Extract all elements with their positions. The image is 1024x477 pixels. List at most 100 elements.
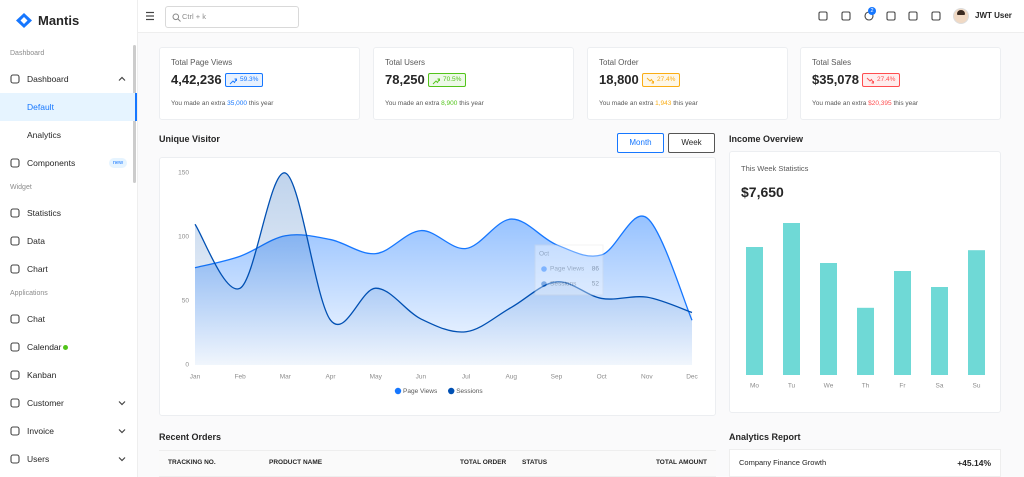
nav-item[interactable]: Kanban (0, 361, 137, 389)
trend-icon (646, 77, 654, 84)
logo (16, 13, 32, 28)
header-icon-shape (908, 11, 918, 21)
nav-icon-shape (10, 454, 20, 464)
nav-icon (10, 426, 20, 436)
income-subtitle: This Week Statistics (741, 164, 809, 173)
stat-note: You made an extra 35,000 this year (171, 100, 273, 107)
chevron-shape (118, 76, 126, 81)
nav-icon-shape (10, 236, 20, 246)
stat-note: You made an extra $20,395 this year (812, 100, 918, 107)
nav-label: Components (27, 158, 76, 168)
nav-item[interactable]: Data (0, 227, 137, 255)
trend-arrow (866, 77, 874, 84)
nav-item[interactable]: Customer (0, 389, 137, 417)
note-value: 35,000 (227, 100, 248, 107)
stat-value: 78,250 (385, 72, 425, 87)
stat-note: You made an extra 1,943 this year (599, 100, 698, 107)
trend-arrow (646, 77, 654, 84)
stat-card: Total Page Views 4,42,236 59.3% You made an… (159, 47, 360, 120)
logo-inner (20, 17, 28, 24)
note-prefix: You made an extra (599, 100, 654, 107)
stat-title: Total Page Views (171, 58, 233, 67)
stat-change: 59.3% (240, 76, 259, 83)
header-icon[interactable] (886, 11, 896, 21)
nav-label: Chart (27, 264, 48, 274)
column-header: TRACKING NO. (168, 459, 216, 466)
nav-icon-shape (10, 370, 20, 380)
nav-label: Kanban (27, 370, 57, 380)
stat-value: $35,078 (812, 72, 859, 87)
income-card: This Week Statistics $7,650 (729, 151, 1001, 413)
visitor-card (159, 157, 716, 416)
search-lens (172, 13, 180, 21)
column-header: TOTAL AMOUNT (655, 459, 707, 466)
note-suffix: this year (893, 100, 919, 107)
nav-group-label: Applications (10, 290, 48, 297)
nav-item[interactable]: Users (0, 445, 137, 473)
nav-item[interactable]: Statistics (0, 199, 137, 227)
toggle-button[interactable]: Month (617, 133, 664, 153)
header-icon-shape (931, 11, 941, 21)
nav-icon-shape (10, 264, 20, 274)
note-suffix: this year (673, 100, 698, 107)
trend-icon (866, 77, 874, 84)
nav-item[interactable]: Chart (0, 255, 137, 283)
search-icon (172, 13, 181, 22)
nav-icon (10, 314, 20, 324)
nav-label: Invoice (27, 426, 54, 436)
nav-item[interactable]: Default (0, 93, 137, 121)
report-value: +45.14% (957, 458, 991, 468)
chevron (118, 429, 126, 434)
header-icon-shape (841, 11, 851, 21)
avatar[interactable] (953, 8, 969, 24)
nav-item[interactable]: Analytics (0, 121, 137, 149)
header-icon-shape (886, 11, 896, 21)
nav-item[interactable]: Invoice (0, 417, 137, 445)
nav-icon (10, 158, 20, 168)
nav-item[interactable]: Calendar (0, 333, 137, 361)
stat-card: Total Sales $35,078 27.4% You made an extra… (800, 47, 1001, 120)
chevron (118, 457, 126, 462)
trend-icon (432, 78, 440, 85)
header-icon[interactable] (908, 11, 918, 21)
stat-change: 70.5% (443, 76, 462, 83)
section-title: Recent Orders (159, 432, 222, 442)
note-prefix: You made an extra (385, 100, 440, 107)
nav-icon (10, 208, 20, 218)
avatar-hair (957, 10, 965, 15)
nav-icon-shape (10, 208, 20, 218)
section-title: Analytics Report (729, 432, 801, 442)
stat-chip: 70.5% (428, 73, 467, 87)
nav-label: Analytics (27, 130, 62, 140)
header-icon[interactable] (931, 11, 941, 21)
stat-title: Total Sales (812, 58, 852, 67)
nav-icon-shape (10, 74, 20, 84)
menu-toggle[interactable] (145, 11, 155, 21)
note-value: 8,900 (441, 100, 458, 107)
toggle-button[interactable]: Week (668, 133, 715, 153)
stat-value: 4,42,236 (171, 72, 222, 87)
income-total: $7,650 (741, 184, 784, 200)
nav-label: Default (27, 102, 54, 112)
header-icon[interactable] (841, 11, 851, 21)
nav-item[interactable]: Dashboard (0, 65, 137, 93)
stat-note: You made an extra 8,900 this year (385, 100, 484, 107)
nav-label: Users (27, 454, 50, 464)
stat-card: Total Users 78,250 70.5% You made an extra … (373, 47, 574, 120)
user-name[interactable]: JWT User (975, 11, 1012, 20)
nav-dot (63, 345, 68, 350)
nav-label: Customer (27, 398, 64, 408)
stat-chip: 59.3% (225, 73, 264, 87)
chevron-shape (118, 457, 126, 462)
nav-item[interactable]: Chat (0, 305, 137, 333)
sidebar: Mantis Dashboard Dashboard Default Analytics… (0, 0, 138, 477)
nav-icon (10, 370, 20, 380)
header-icon[interactable] (818, 11, 828, 21)
nav-icon-shape (10, 398, 20, 408)
note-suffix: this year (248, 100, 274, 107)
stat-value: 18,800 (599, 72, 639, 87)
nav-item[interactable]: Components new (0, 149, 137, 177)
column-header: STATUS (522, 459, 548, 466)
search-box[interactable]: Ctrl + k (165, 6, 299, 28)
